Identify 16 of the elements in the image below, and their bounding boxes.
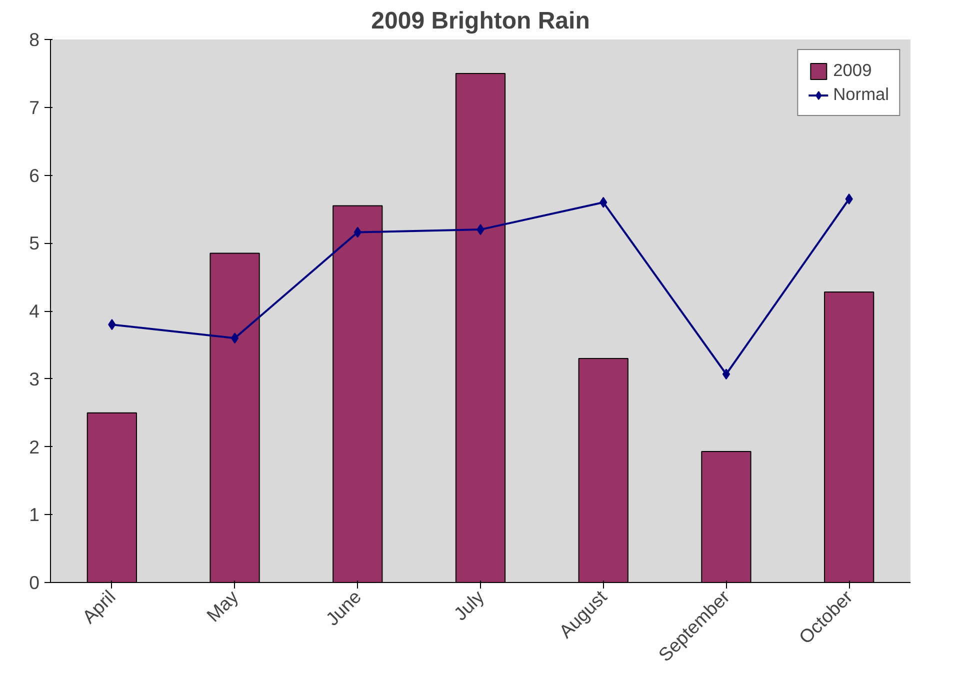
point: [722, 368, 730, 380]
legend-label: 2009: [833, 60, 872, 81]
y-tick-label: 6: [29, 164, 40, 186]
chart-title: 2009 Brighton Rain: [371, 8, 590, 34]
y-tick-label: 0: [29, 572, 40, 593]
y-tick-label: 7: [29, 96, 40, 118]
x-tick-label: July: [450, 586, 488, 624]
y-tick-label: 5: [29, 232, 40, 254]
y-tick-label: 3: [29, 368, 40, 390]
x-tick-label: May: [202, 586, 243, 626]
y-tick-label: 8: [29, 29, 40, 50]
y-tick-label: 4: [29, 300, 40, 322]
y-tick-label: 2: [29, 436, 40, 458]
point: [230, 332, 239, 344]
y-tick-label: 1: [29, 504, 40, 526]
legend-label: Normal: [833, 84, 889, 105]
